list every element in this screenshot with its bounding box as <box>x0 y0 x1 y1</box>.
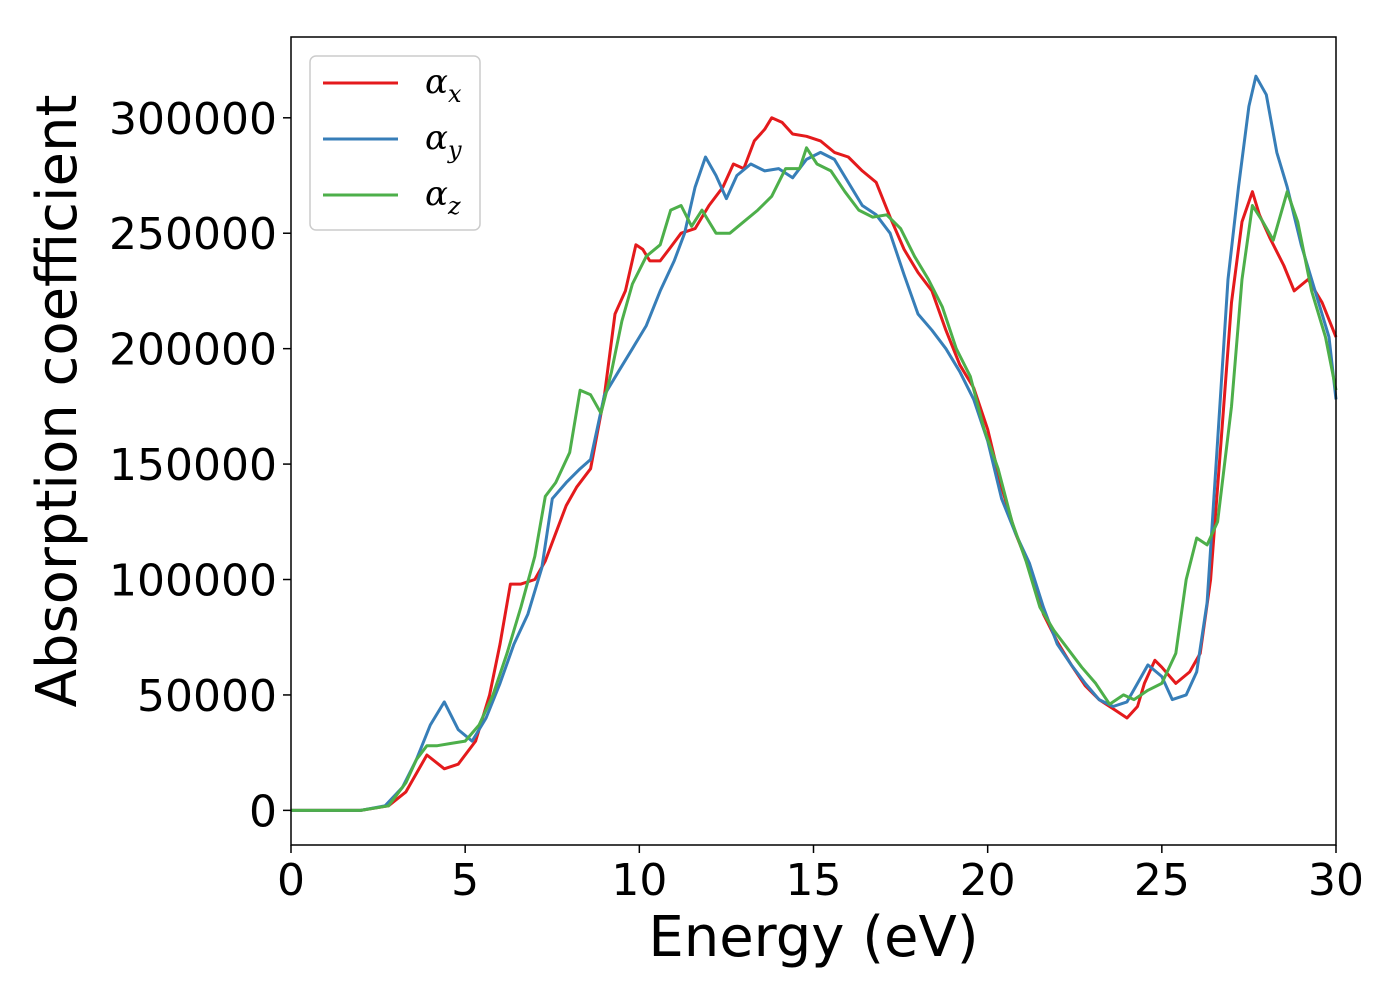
y-tick-label: 0 <box>249 786 277 837</box>
y-tick-label: 100000 <box>109 556 277 607</box>
series-layer <box>291 74 1338 812</box>
y-axis-title: Absorption coefficient <box>25 95 90 708</box>
series-line-z <box>291 146 1338 812</box>
y-tick-label: 300000 <box>109 94 277 145</box>
legend-label-z: αz <box>425 174 461 220</box>
y-tick-label: 200000 <box>109 325 277 376</box>
legend-label-y: αy <box>425 118 462 164</box>
legend-box <box>309 55 481 231</box>
x-tick-label: 25 <box>1134 855 1190 906</box>
legend-label-x: αx <box>425 62 462 108</box>
x-tick-label: 20 <box>960 855 1016 906</box>
x-tick-label: 30 <box>1308 855 1364 906</box>
y-tick-label: 150000 <box>109 440 277 491</box>
x-tick-label: 10 <box>611 855 667 906</box>
x-axis-title: Energy (eV) <box>648 905 978 970</box>
y-tick-label: 250000 <box>109 209 277 260</box>
series-line-y <box>291 74 1338 812</box>
x-tick-label: 0 <box>277 855 305 906</box>
legend: αx αy αz <box>309 55 481 231</box>
axes-layer: 0 5 10 15 20 25 30 0 50000 100000 150000 200000 2500… <box>109 36 1364 906</box>
x-tick-label: 15 <box>786 855 842 906</box>
x-tick-label: 5 <box>451 855 479 906</box>
series-line-x <box>291 116 1338 812</box>
y-tick-label: 50000 <box>137 671 277 722</box>
